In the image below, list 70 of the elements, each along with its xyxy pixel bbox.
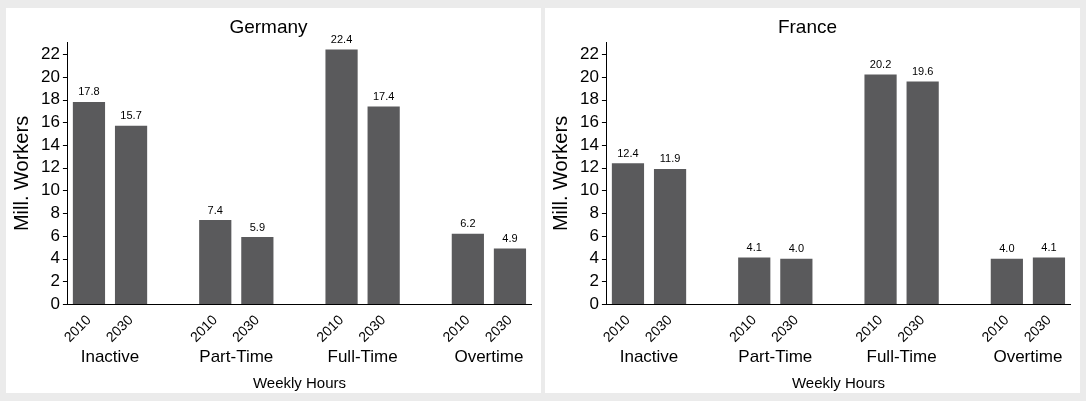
- bar: [493, 248, 527, 305]
- text: Part-Time: [738, 347, 813, 367]
- y-tick-label: 6: [50, 225, 60, 245]
- bar: [72, 101, 106, 305]
- bar: [451, 233, 484, 305]
- y-tick-label: 6: [589, 225, 599, 245]
- bar: [241, 237, 274, 305]
- bar: [325, 49, 358, 305]
- y-tick-label: 10: [579, 180, 599, 200]
- data-label: 4.1: [1041, 241, 1057, 254]
- bar: [780, 258, 813, 305]
- data-label: 6.2: [460, 217, 476, 230]
- bar: [990, 258, 1023, 305]
- data-label: 11.9: [659, 152, 681, 165]
- y-tick-label: 22: [40, 43, 60, 63]
- y-tick-label: 22: [579, 43, 599, 63]
- data-label: 7.4: [207, 203, 223, 216]
- y-tick-label: 2: [589, 271, 599, 291]
- y-tick-label: 16: [40, 112, 60, 132]
- bar: [1032, 257, 1066, 305]
- data-label: 4.9: [502, 231, 518, 244]
- bar: [367, 106, 400, 305]
- data-label: 17.8: [78, 85, 100, 98]
- data-label: 17.4: [372, 89, 395, 102]
- bar: [864, 74, 897, 305]
- y-tick-label: 18: [579, 89, 599, 109]
- y-tick-label: 4: [50, 248, 60, 268]
- y-tick-label: 16: [579, 112, 599, 132]
- text: Inactive: [619, 347, 679, 367]
- y-tick-label: 4: [589, 248, 599, 268]
- text: Part-Time: [199, 347, 274, 367]
- y-axis-title: Mill. Workers: [9, 115, 32, 232]
- data-label: 22.4: [330, 33, 353, 46]
- data-label: 12.4: [617, 146, 639, 159]
- bar: [114, 125, 148, 305]
- bar: [653, 168, 687, 305]
- y-tick-label: 10: [40, 180, 60, 200]
- bar: [738, 257, 771, 305]
- chart-title: France: [777, 15, 838, 37]
- y-tick-label: 18: [40, 89, 60, 109]
- data-label: 4.0: [999, 242, 1015, 255]
- text: Inactive: [80, 347, 140, 367]
- data-label: 5.9: [249, 220, 265, 233]
- x-axis-title: Weekly Hours: [791, 374, 885, 392]
- text: Overtime: [454, 347, 524, 367]
- y-axis-title: Mill. Workers: [548, 115, 571, 232]
- y-tick-label: 20: [579, 66, 599, 86]
- text: Full-Time: [866, 347, 937, 367]
- data-label: 4.1: [746, 241, 762, 254]
- y-tick-label: 20: [40, 66, 60, 86]
- y-tick-label: 0: [50, 293, 60, 313]
- y-tick-label: 14: [579, 134, 599, 154]
- bar: [611, 163, 645, 305]
- data-label: 15.7: [120, 109, 142, 122]
- x-axis-title: Weekly Hours: [252, 374, 346, 392]
- y-tick-label: 0: [589, 293, 599, 313]
- y-tick-label: 12: [579, 157, 599, 177]
- y-tick-label: 12: [40, 157, 60, 177]
- bar: [199, 220, 232, 305]
- text: Overtime: [993, 347, 1063, 367]
- y-tick-label: 8: [589, 202, 599, 222]
- text: Full-Time: [327, 347, 398, 367]
- data-label: 4.0: [788, 242, 804, 255]
- y-tick-label: 14: [40, 134, 60, 154]
- y-tick-label: 8: [50, 202, 60, 222]
- data-label: 20.2: [869, 58, 892, 71]
- chart-title: Germany: [229, 15, 309, 37]
- bar: [906, 81, 939, 305]
- data-label: 19.6: [911, 64, 934, 77]
- y-tick-label: 2: [50, 271, 60, 291]
